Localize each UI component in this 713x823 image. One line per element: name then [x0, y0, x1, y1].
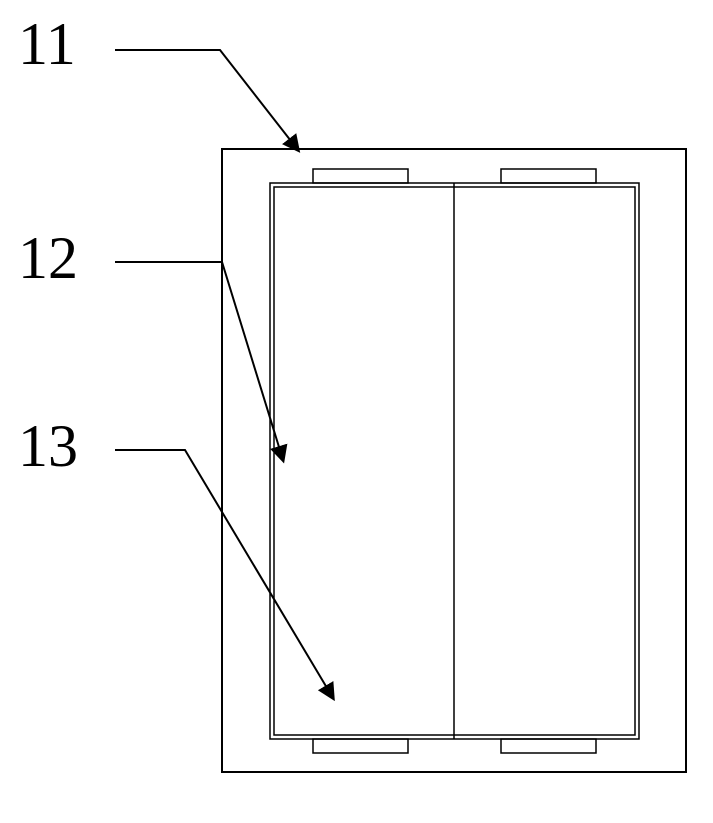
tab-top-right: [501, 169, 596, 183]
diagram-svg: [0, 0, 713, 823]
tab-top-left: [313, 169, 408, 183]
label-11: 11: [18, 10, 76, 79]
label-12: 12: [18, 224, 78, 293]
tab-bottom-left: [313, 739, 408, 753]
tab-bottom-right: [501, 739, 596, 753]
leader-11: [115, 50, 298, 150]
leader-12: [115, 262, 283, 460]
leader-13: [115, 450, 333, 698]
label-13: 13: [18, 412, 78, 481]
